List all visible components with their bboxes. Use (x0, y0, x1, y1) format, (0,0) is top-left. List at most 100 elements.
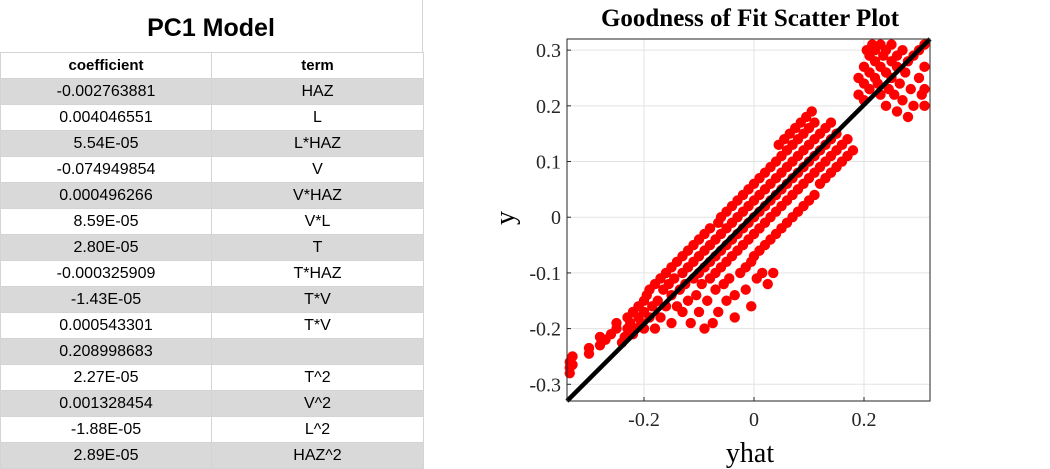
fit-line-group (565, 37, 932, 403)
cell-coefficient: 0.000496266 (0, 182, 212, 209)
data-point (864, 83, 875, 95)
table-row: 2.89E-05 HAZ^2 (0, 442, 424, 469)
data-point (691, 289, 702, 301)
data-point (699, 323, 710, 334)
cell-term: T^2 (211, 364, 424, 391)
data-point (891, 106, 903, 117)
header-coefficient: coefficient (0, 52, 212, 79)
data-point (707, 317, 718, 329)
cell-coefficient: 2.80E-05 (0, 234, 212, 261)
data-point (919, 83, 930, 95)
data-point (919, 100, 930, 112)
data-point (740, 284, 751, 295)
y-tick-label: -0.1 (529, 263, 561, 285)
x-tick-label: 0.2 (852, 409, 877, 431)
data-point (825, 117, 837, 128)
data-point (677, 306, 688, 318)
cell-term: T*HAZ (211, 260, 424, 287)
data-point (913, 72, 925, 84)
cell-coefficient: 0.004046551 (0, 104, 212, 131)
y-tick-label: -0.2 (529, 319, 561, 341)
table-row: 5.54E-05 L*HAZ (0, 130, 424, 157)
y-tick-label: 0.1 (536, 152, 561, 174)
data-point (713, 306, 724, 318)
coefficient-table: coefficient term -0.002763881 HAZ 0.00404… (0, 52, 424, 469)
data-point (710, 284, 721, 295)
cell-coefficient: 0.000543301 (0, 312, 212, 339)
plot-frame (566, 38, 931, 402)
y-tick-label: 0.2 (536, 96, 561, 118)
data-point (611, 317, 622, 329)
cell-term: V (211, 156, 424, 183)
cell-coefficient: -0.002763881 (0, 78, 212, 105)
data-point (729, 289, 740, 301)
data-point (702, 295, 713, 306)
cell-term: V*HAZ (211, 182, 424, 209)
table-title: PC1 Model (0, 0, 423, 52)
cell-coefficient: -0.000325909 (0, 260, 212, 287)
cell-term: L (211, 104, 424, 131)
y-axis-label: y (490, 211, 521, 225)
table-row: 0.208998683 (0, 338, 424, 365)
data-point (897, 44, 908, 56)
cell-term: V*L (211, 208, 424, 235)
cell-term (211, 338, 424, 365)
chart-title: Goodness of Fit Scatter Plot (601, 5, 900, 32)
data-point (768, 267, 779, 279)
scatter-plot-panel: Goodness of Fit Scatter Plot -0.2 0 0.2 -0.… (470, 0, 1050, 469)
cell-coefficient: 8.59E-05 (0, 208, 212, 235)
x-tick-label: -0.2 (628, 409, 660, 431)
data-point (693, 306, 705, 318)
data-point (704, 223, 716, 234)
data-point (652, 295, 663, 306)
cell-coefficient: 2.89E-05 (0, 442, 212, 469)
table-row: -0.002763881 HAZ (0, 78, 424, 105)
data-point (894, 78, 905, 89)
data-point (809, 117, 820, 128)
data-point (583, 348, 595, 359)
data-point (880, 100, 892, 112)
table-row: -0.000325909 T*HAZ (0, 260, 424, 287)
cell-term: L*HAZ (211, 130, 424, 157)
cell-term: T (211, 234, 424, 261)
cell-coefficient: 0.001328454 (0, 390, 212, 417)
data-point (696, 278, 707, 290)
x-tick-label: 0 (749, 409, 759, 431)
table-row: -0.074949854 V (0, 156, 424, 183)
data-point (746, 301, 757, 312)
data-point (886, 39, 897, 50)
cell-coefficient: 5.54E-05 (0, 130, 212, 157)
data-point (666, 317, 677, 329)
data-point (567, 351, 578, 362)
data-point (806, 106, 817, 117)
x-axis-label: yhat (726, 438, 774, 469)
cell-term: V^2 (211, 390, 424, 417)
cell-coefficient: -1.43E-05 (0, 286, 212, 313)
cell-coefficient: 0.208998683 (0, 338, 212, 365)
cell-term: T*V (211, 312, 424, 339)
table-row: 0.000543301 T*V (0, 312, 424, 339)
table-row: 2.27E-05 T^2 (0, 364, 424, 391)
data-point (757, 267, 768, 279)
data-point (721, 295, 732, 306)
data-point (905, 83, 916, 95)
data-point (897, 95, 908, 106)
table-row: 2.80E-05 T (0, 234, 424, 261)
data-point (729, 312, 740, 323)
coefficient-table-panel: PC1 Model coefficient term -0.002763881 H… (0, 0, 424, 469)
data-point (847, 145, 859, 156)
data-point (669, 273, 680, 284)
cell-term: T*V (211, 286, 424, 313)
table-row: 8.59E-05 V*L (0, 208, 424, 235)
header-term: term (211, 52, 424, 79)
y-tick-label: 0.3 (536, 40, 561, 62)
y-tick-label: 0 (551, 207, 561, 229)
cell-term: HAZ (211, 78, 424, 105)
table-row: 0.001328454 V^2 (0, 390, 424, 417)
table-row: 0.000496266 V*HAZ (0, 182, 424, 209)
fit-line (565, 37, 932, 403)
cell-coefficient: 2.27E-05 (0, 364, 212, 391)
axis-ticks: -0.2 0 0.2 -0.3 -0.2 -0.1 0 0.1 0.2 0.3 (529, 40, 876, 431)
cell-term: L^2 (211, 416, 424, 443)
data-point (649, 323, 661, 334)
